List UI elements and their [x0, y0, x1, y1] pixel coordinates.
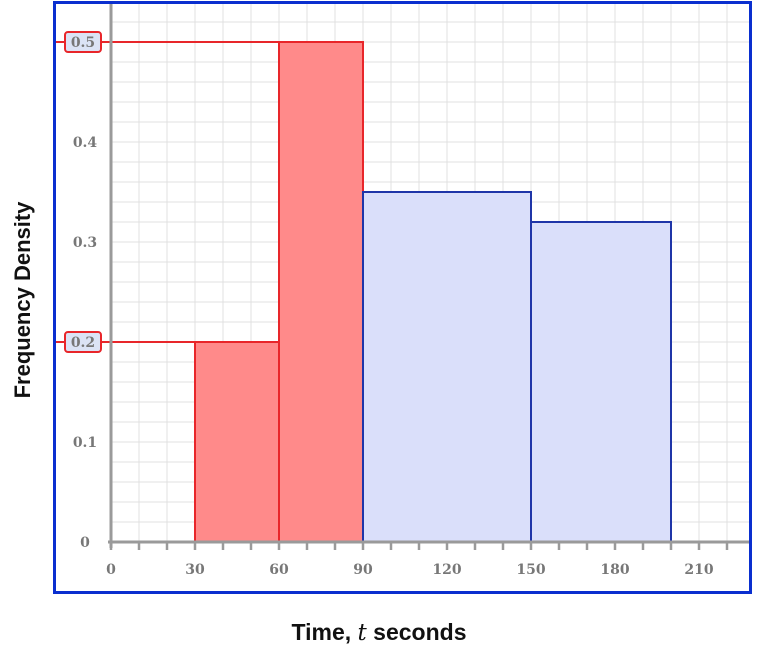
tick-label-layer: 0 30 60 90 120 150 180 210 0 0.1 0.2 0.3 0.4 0.5 [64, 31, 714, 578]
histogram-bar-4 [530, 221, 672, 543]
plot-frame: 0 30 60 90 120 150 180 210 0 0.1 0.2 0.3 0.4 0.5 [53, 1, 752, 594]
x-tick-label: 210 [684, 562, 713, 578]
x-tick-label: 30 [185, 562, 205, 578]
y-tick-label: 0.4 [73, 135, 98, 151]
y-tick-callout [64, 331, 102, 353]
y-tick-label: 0.1 [73, 435, 97, 451]
x-tick-label: 180 [600, 562, 629, 578]
x-axis-label-main: Time, [291, 619, 358, 645]
y-tick-callout [64, 31, 102, 53]
y-tick-label: 0.5 [71, 35, 95, 51]
x-tick-label: 90 [353, 562, 373, 578]
x-tick-label: 0 [106, 562, 116, 578]
y-tick-label: 0.3 [73, 235, 97, 251]
x-axis-label-variable: t [357, 620, 367, 646]
x-tick-label: 150 [516, 562, 545, 578]
x-tick-label: 60 [269, 562, 289, 578]
y-tick-label: 0 [80, 535, 90, 551]
x-axis-label: Time, t seconds [0, 619, 758, 646]
bar-layer [194, 41, 672, 543]
histogram-bar-2 [278, 41, 364, 543]
histogram-chart: 0 30 60 90 120 150 180 210 0 0.1 0.2 0.3 0.4 0.5 [56, 4, 749, 578]
y-axis-label-text: Frequency Density [10, 201, 35, 399]
axis-layer [108, 4, 749, 550]
x-tick-label: 120 [432, 562, 461, 578]
x-axis-label-unit: seconds [366, 619, 467, 645]
histogram-bar-3 [362, 191, 532, 543]
histogram-bar-1 [194, 341, 280, 543]
y-tick-label: 0.2 [71, 335, 95, 351]
